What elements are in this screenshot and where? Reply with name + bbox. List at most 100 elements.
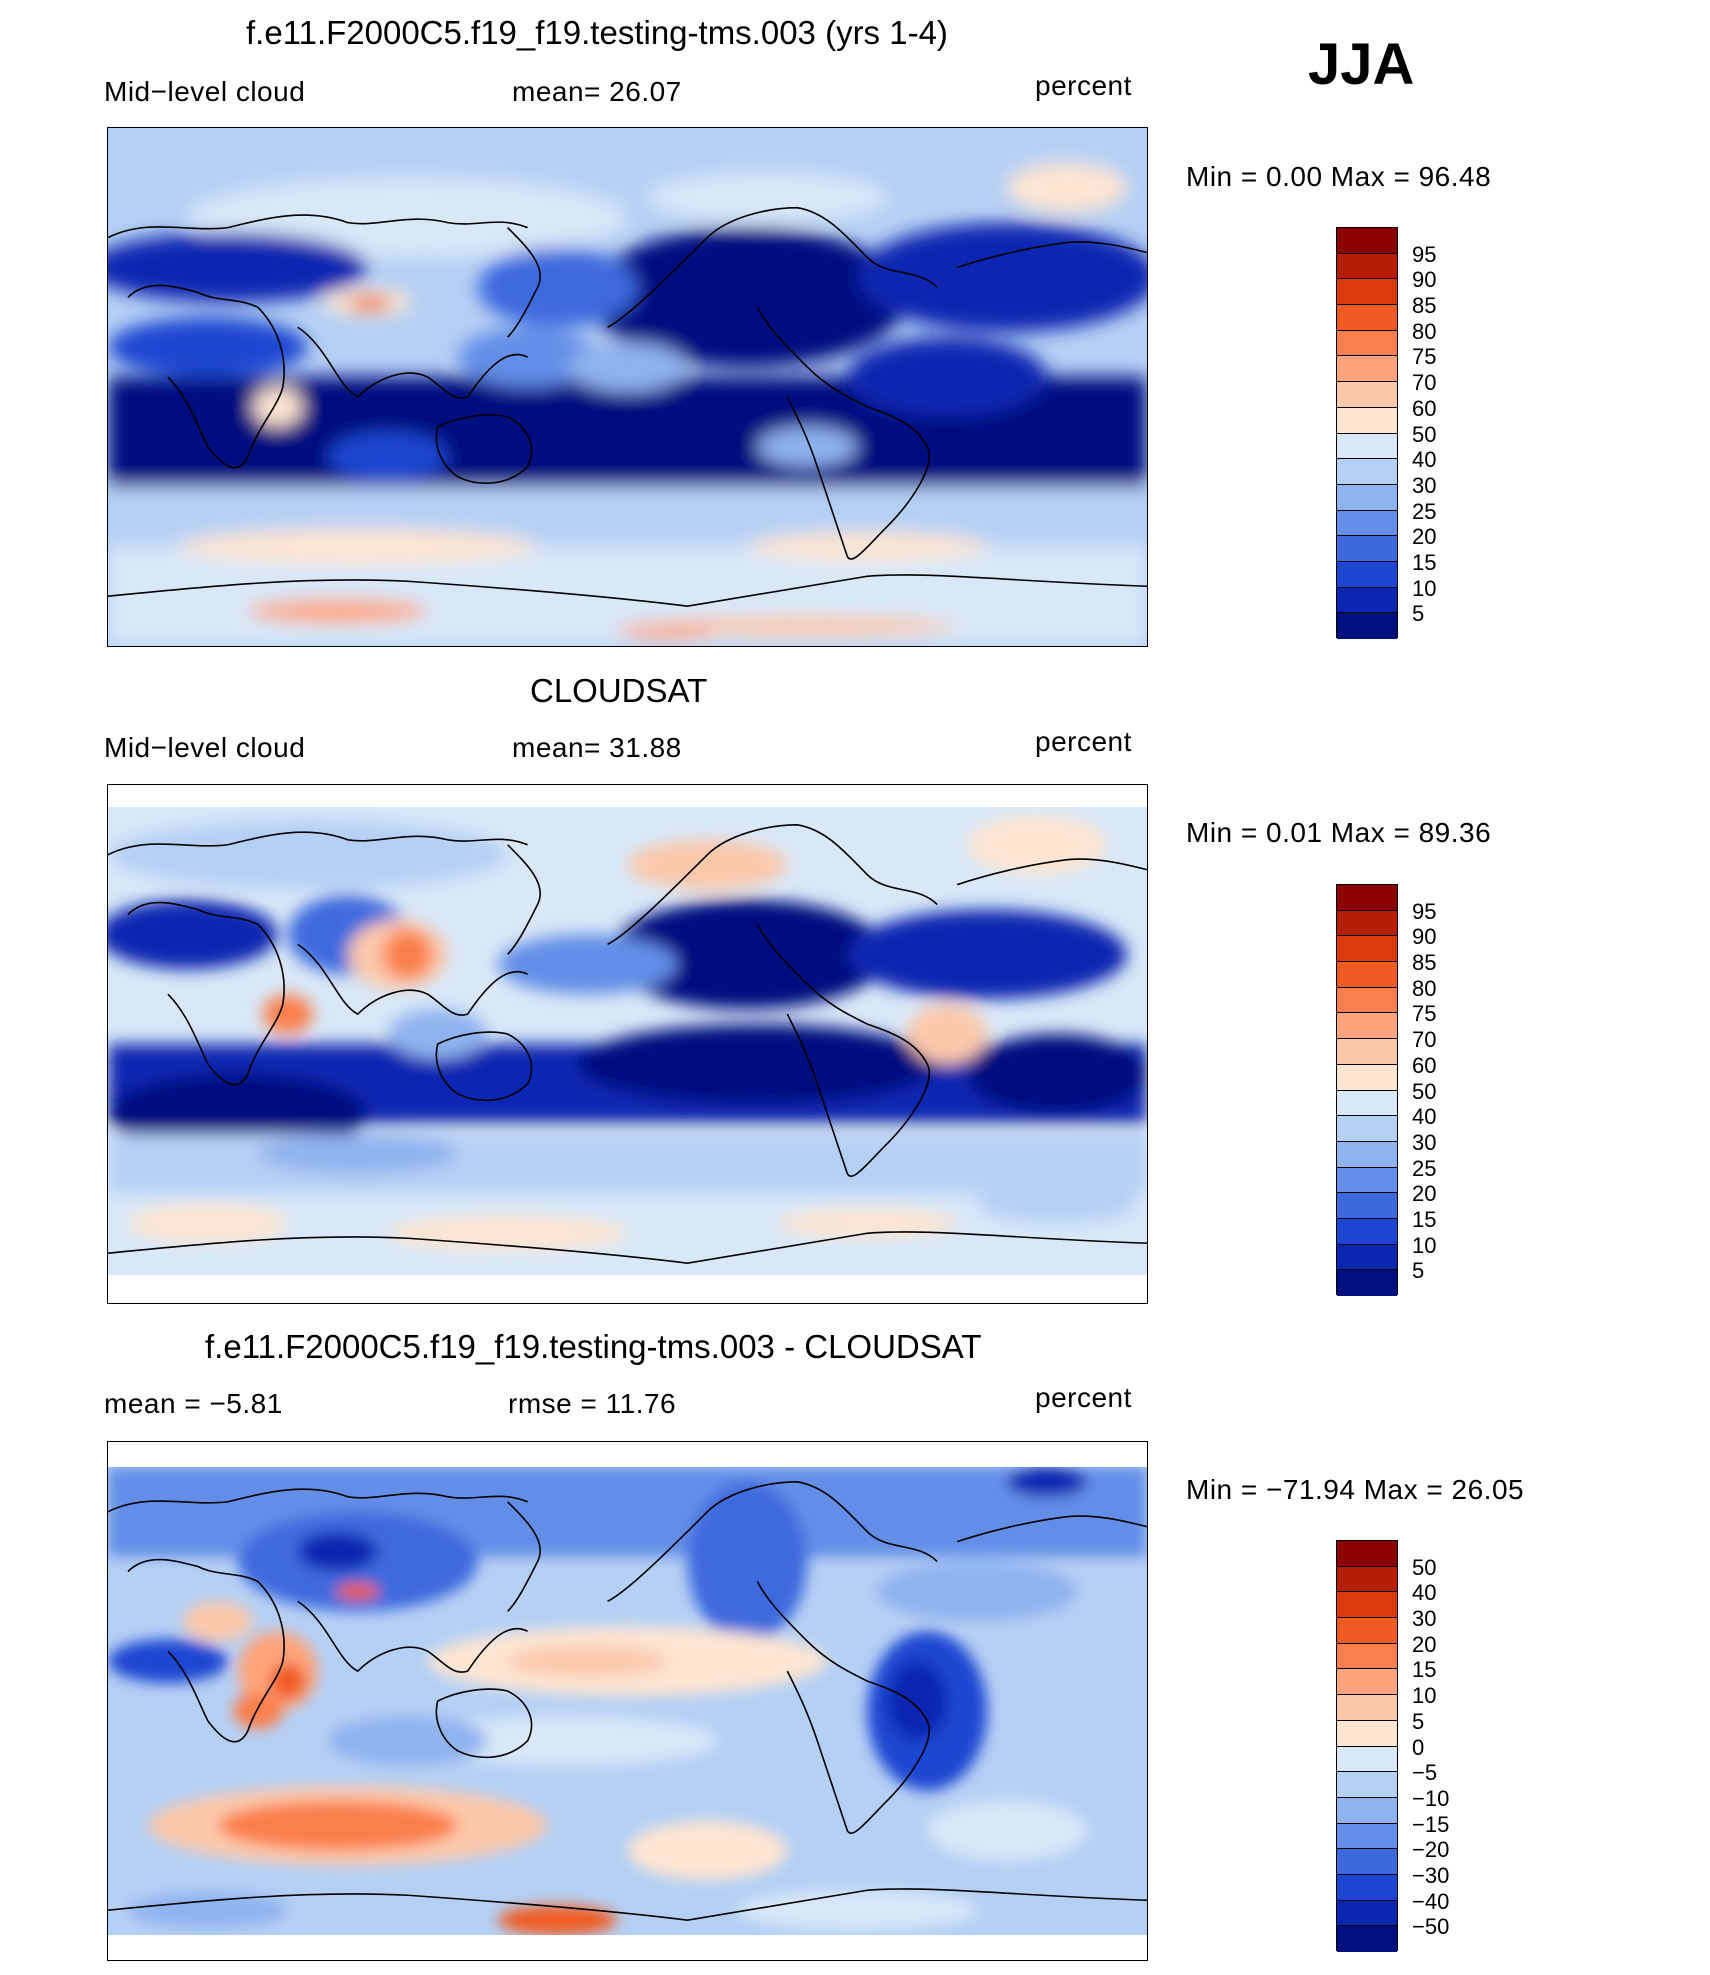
colorbar-swatch — [1337, 1592, 1397, 1619]
colorbar-swatch — [1337, 1797, 1397, 1824]
colorbar-level-label: 0 — [1412, 1734, 1425, 1760]
colorbar-swatch — [1337, 936, 1397, 963]
colorbar-swatch — [1337, 613, 1397, 639]
colorbar-swatch — [1337, 1669, 1397, 1696]
colorbar-level-label: 50 — [1412, 1078, 1437, 1104]
colorbar-swatch — [1337, 1849, 1397, 1875]
colorbar-level-label: 70 — [1412, 370, 1437, 396]
colorbar-swatch — [1337, 253, 1397, 280]
colorbar-level-label: 25 — [1412, 498, 1437, 524]
colorbar-level-label: 20 — [1412, 1181, 1437, 1207]
colorbar-swatch — [1337, 1167, 1397, 1194]
colorbar-level-label: 90 — [1412, 924, 1437, 950]
panel-2-minmax: Min = 0.01 Max = 89.36 — [1186, 817, 1492, 848]
colorbar-swatch — [1337, 228, 1397, 254]
panel-3-colorbar — [1336, 1540, 1398, 1952]
colorbar-level-label: 85 — [1412, 293, 1437, 319]
panel-3-title: f.e11.F2000C5.f19_f19.testing-tms.003 - … — [205, 1328, 982, 1365]
colorbar-level-label: 60 — [1412, 395, 1437, 421]
panel-3-mean: mean = −5.81 — [104, 1388, 283, 1419]
colorbar-level-label: 10 — [1412, 1683, 1437, 1709]
colorbar-level-label: 15 — [1412, 1657, 1437, 1683]
colorbar-level-label: 80 — [1412, 975, 1437, 1001]
colorbar-level-label: −10 — [1412, 1785, 1450, 1811]
colorbar-swatch — [1337, 1064, 1397, 1091]
colorbar-level-label: 10 — [1412, 575, 1437, 601]
panel-2-units: percent — [1035, 726, 1132, 757]
colorbar-swatch — [1337, 885, 1397, 911]
colorbar-level-label: 5 — [1412, 1258, 1425, 1284]
colorbar-level-label: 75 — [1412, 1001, 1437, 1027]
colorbar-level-label: 20 — [1412, 1631, 1437, 1657]
colorbar-level-label: 10 — [1412, 1232, 1437, 1258]
panel-1-units: percent — [1035, 70, 1132, 101]
colorbar-level-label: 50 — [1412, 421, 1437, 447]
panel-2-variable: Mid−level cloud — [104, 732, 306, 763]
colorbar-level-label: −15 — [1412, 1811, 1450, 1837]
colorbar-level-label: 40 — [1412, 1104, 1437, 1130]
colorbar-level-label: 25 — [1412, 1155, 1437, 1181]
colorbar-swatch — [1337, 1746, 1397, 1773]
colorbar-swatch — [1337, 1013, 1397, 1040]
colorbar-level-label: −30 — [1412, 1862, 1450, 1888]
panel-2-colorbar — [1336, 884, 1398, 1296]
panel-2-mean: mean= 31.88 — [512, 732, 682, 763]
colorbar-swatch — [1337, 536, 1397, 562]
colorbar-swatch — [1337, 1720, 1397, 1747]
panel-3-contour-field — [108, 1442, 1147, 1960]
colorbar-swatch — [1337, 1643, 1397, 1670]
colorbar-level-label: 60 — [1412, 1052, 1437, 1078]
colorbar-level-label: 20 — [1412, 524, 1437, 550]
colorbar-level-label: −5 — [1412, 1760, 1438, 1786]
colorbar-level-label: 30 — [1412, 1606, 1437, 1632]
colorbar-swatch — [1337, 382, 1397, 408]
colorbar-swatch — [1337, 1244, 1397, 1271]
colorbar-level-label: 5 — [1412, 601, 1425, 627]
panel-1-title: f.e11.F2000C5.f19_f19.testing-tms.003 (y… — [246, 14, 948, 51]
colorbar-level-label: 30 — [1412, 472, 1437, 498]
colorbar-swatch — [1337, 1874, 1397, 1901]
panel-2-map — [107, 784, 1148, 1304]
colorbar-swatch — [1337, 1695, 1397, 1721]
colorbar-level-label: 5 — [1412, 1708, 1425, 1734]
colorbar-swatch — [1337, 962, 1397, 988]
colorbar-swatch — [1337, 1039, 1397, 1065]
panel-1-contour-field — [108, 128, 1147, 646]
panel-1-variable: Mid−level cloud — [104, 76, 306, 107]
colorbar-swatch — [1337, 987, 1397, 1014]
colorbar-swatch — [1337, 510, 1397, 537]
colorbar-swatch — [1337, 1823, 1397, 1850]
colorbar-swatch — [1337, 561, 1397, 588]
colorbar-swatch — [1337, 407, 1397, 434]
panel-1-colorbar — [1336, 227, 1398, 639]
panel-3-units: percent — [1035, 1382, 1132, 1413]
colorbar-swatch — [1337, 459, 1397, 485]
colorbar-swatch — [1337, 587, 1397, 614]
colorbar-swatch — [1337, 279, 1397, 306]
colorbar-level-label: 95 — [1412, 241, 1437, 267]
colorbar-level-label: 70 — [1412, 1027, 1437, 1053]
colorbar-swatch — [1337, 1541, 1397, 1567]
colorbar-level-label: 30 — [1412, 1129, 1437, 1155]
colorbar-swatch — [1337, 1090, 1397, 1117]
colorbar-swatch — [1337, 1926, 1397, 1952]
colorbar-level-label: 50 — [1412, 1554, 1437, 1580]
colorbar-swatch — [1337, 1116, 1397, 1142]
colorbar-swatch — [1337, 1566, 1397, 1593]
panel-3-minmax: Min = −71.94 Max = 26.05 — [1186, 1474, 1525, 1505]
panel-2-contour-field — [108, 785, 1147, 1303]
colorbar-swatch — [1337, 1618, 1397, 1644]
colorbar-level-label: 90 — [1412, 267, 1437, 293]
colorbar-swatch — [1337, 305, 1397, 331]
panel-1-minmax: Min = 0.00 Max = 96.48 — [1186, 161, 1492, 192]
colorbar-level-label: −40 — [1412, 1888, 1450, 1914]
panel-1-mean: mean= 26.07 — [512, 76, 682, 107]
colorbar-level-label: −50 — [1412, 1914, 1450, 1940]
colorbar-level-label: 95 — [1412, 898, 1437, 924]
colorbar-swatch — [1337, 910, 1397, 937]
colorbar-level-label: 40 — [1412, 1580, 1437, 1606]
colorbar-level-label: 40 — [1412, 447, 1437, 473]
colorbar-level-label: 80 — [1412, 318, 1437, 344]
colorbar-level-label: 15 — [1412, 549, 1437, 575]
colorbar-level-label: 15 — [1412, 1206, 1437, 1232]
